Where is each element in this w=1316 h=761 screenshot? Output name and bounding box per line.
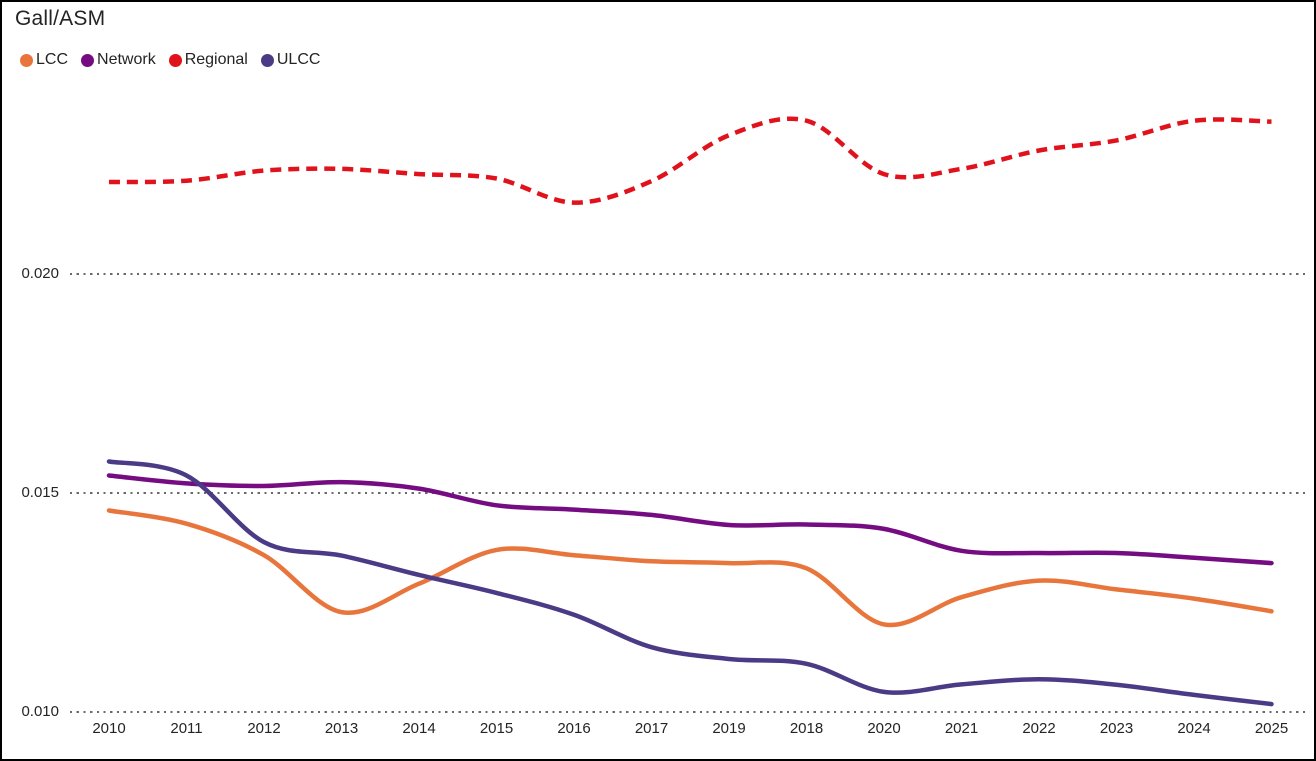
legend-label: Network <box>97 51 156 68</box>
line-series-ulcc <box>106 459 1274 707</box>
x-axis-tick-label: 2011 <box>170 720 203 737</box>
chart-title: Gall/ASM <box>15 7 106 30</box>
x-axis-tick-label: 2014 <box>402 720 436 737</box>
x-axis-tick-label: 2010 <box>92 720 126 737</box>
legend-label: ULCC <box>276 51 321 68</box>
line-series-lcc <box>106 508 1274 628</box>
y-gridline <box>70 273 1307 275</box>
y-axis-tick-label: 0.015 <box>21 484 59 501</box>
legend: LCC Network Regional ULCC <box>20 51 333 69</box>
x-axis-tick-label: 2024 <box>1177 720 1211 737</box>
legend-dot-ulcc <box>260 53 274 67</box>
line-series-regional <box>108 116 1272 205</box>
x-axis-tick-label: 2013 <box>324 720 359 737</box>
y-axis-tick-label: 0.020 <box>21 265 59 282</box>
x-axis-tick-label: 2020 <box>867 720 901 737</box>
legend-item-lcc[interactable]: LCC <box>20 51 68 69</box>
legend-dot-network <box>81 53 95 67</box>
legend-dot-regional <box>168 53 182 67</box>
x-axis-tick-label: 2022 <box>1022 720 1056 737</box>
x-axis-tick-label: 2021 <box>944 720 979 737</box>
legend-dot-lcc <box>20 53 33 67</box>
x-axis-tick-label: 2018 <box>789 720 824 737</box>
x-axis-tick-label: 2012 <box>247 720 281 737</box>
x-axis-tick-label: 2017 <box>634 720 669 737</box>
legend-label: Regional <box>184 51 248 68</box>
x-axis-tick-label: 2025 <box>1254 720 1289 737</box>
x-axis-tick-label: 2023 <box>1099 720 1134 737</box>
legend-item-regional[interactable]: Regional <box>168 51 248 69</box>
legend-item-network[interactable]: Network <box>81 51 156 69</box>
y-axis-tick-label: 0.010 <box>21 703 59 720</box>
x-axis-tick-label: 2019 <box>712 720 746 737</box>
x-axis-tick-label: 2015 <box>479 720 514 737</box>
legend-label: LCC <box>36 51 69 68</box>
line-series-network <box>106 473 1274 566</box>
legend-item-ulcc[interactable]: ULCC <box>260 51 321 69</box>
y-gridline <box>70 711 1307 713</box>
x-axis-tick-label: 2016 <box>557 720 591 737</box>
y-gridline <box>70 492 1307 494</box>
